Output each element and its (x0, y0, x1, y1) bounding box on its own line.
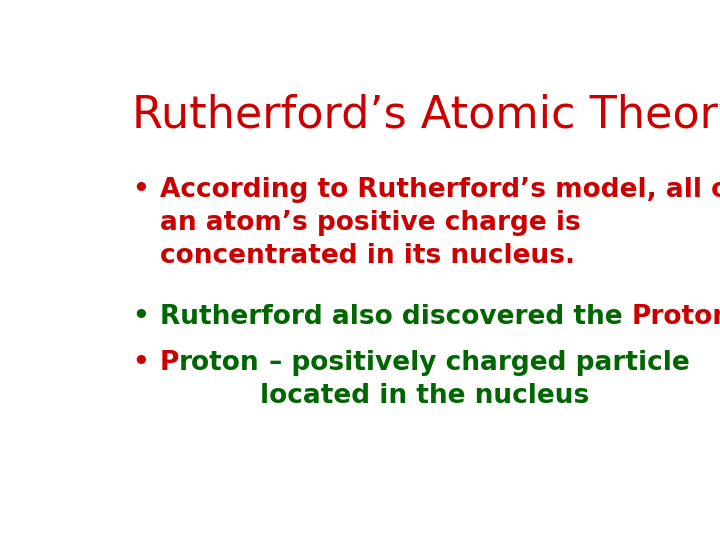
Text: P: P (160, 349, 179, 376)
Text: Proton: Proton (631, 304, 720, 330)
Text: •: • (132, 177, 148, 203)
Text: – positively charged particle
located in the nucleus: – positively charged particle located in… (260, 349, 690, 409)
Text: According to Rutherford’s model, all of
an atom’s positive charge is
concentrate: According to Rutherford’s model, all of … (160, 177, 720, 269)
Text: Rutherford’s Atomic Theory: Rutherford’s Atomic Theory (132, 94, 720, 137)
Text: roton: roton (179, 349, 260, 376)
Text: •: • (132, 304, 148, 330)
Text: •: • (132, 349, 148, 376)
Text: Rutherford also discovered the: Rutherford also discovered the (160, 304, 631, 330)
